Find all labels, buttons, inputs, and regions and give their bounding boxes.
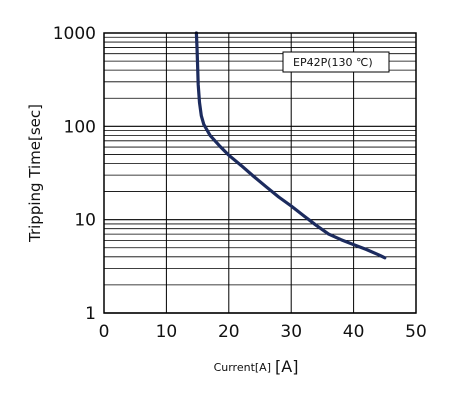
- x-tick-label: 20: [218, 322, 240, 342]
- y-axis-label: Tripping Time[sec]: [26, 104, 44, 243]
- x-tick-label: 50: [405, 322, 427, 342]
- plot-frame: [103, 32, 417, 314]
- x-axis-label: Current[A]: [214, 361, 271, 374]
- curve-layer: [194, 31, 387, 260]
- y-tick-label: 10: [74, 211, 96, 231]
- y-tick-label: 100: [64, 117, 96, 137]
- x-axis-unit: [A]: [275, 357, 298, 376]
- x-tick-label: 10: [156, 322, 178, 342]
- tick-labels: 0 10 20 30 40 50 1 10 100 1000: [53, 24, 427, 342]
- annotation-label: EP42P(130 ℃): [293, 56, 373, 69]
- annotation-frame: [282, 51, 390, 73]
- x-tick-label: 30: [280, 322, 302, 342]
- trip-curve-line: [194, 31, 387, 260]
- y-tick-label: 1000: [53, 24, 96, 44]
- y-tick-label: 1: [85, 304, 96, 324]
- x-tick-label: 0: [99, 322, 110, 342]
- x-tick-label: 40: [343, 322, 365, 342]
- grid: [103, 33, 417, 314]
- annotation-box: EP42P(130 ℃): [282, 51, 390, 73]
- plot-border: [103, 32, 417, 314]
